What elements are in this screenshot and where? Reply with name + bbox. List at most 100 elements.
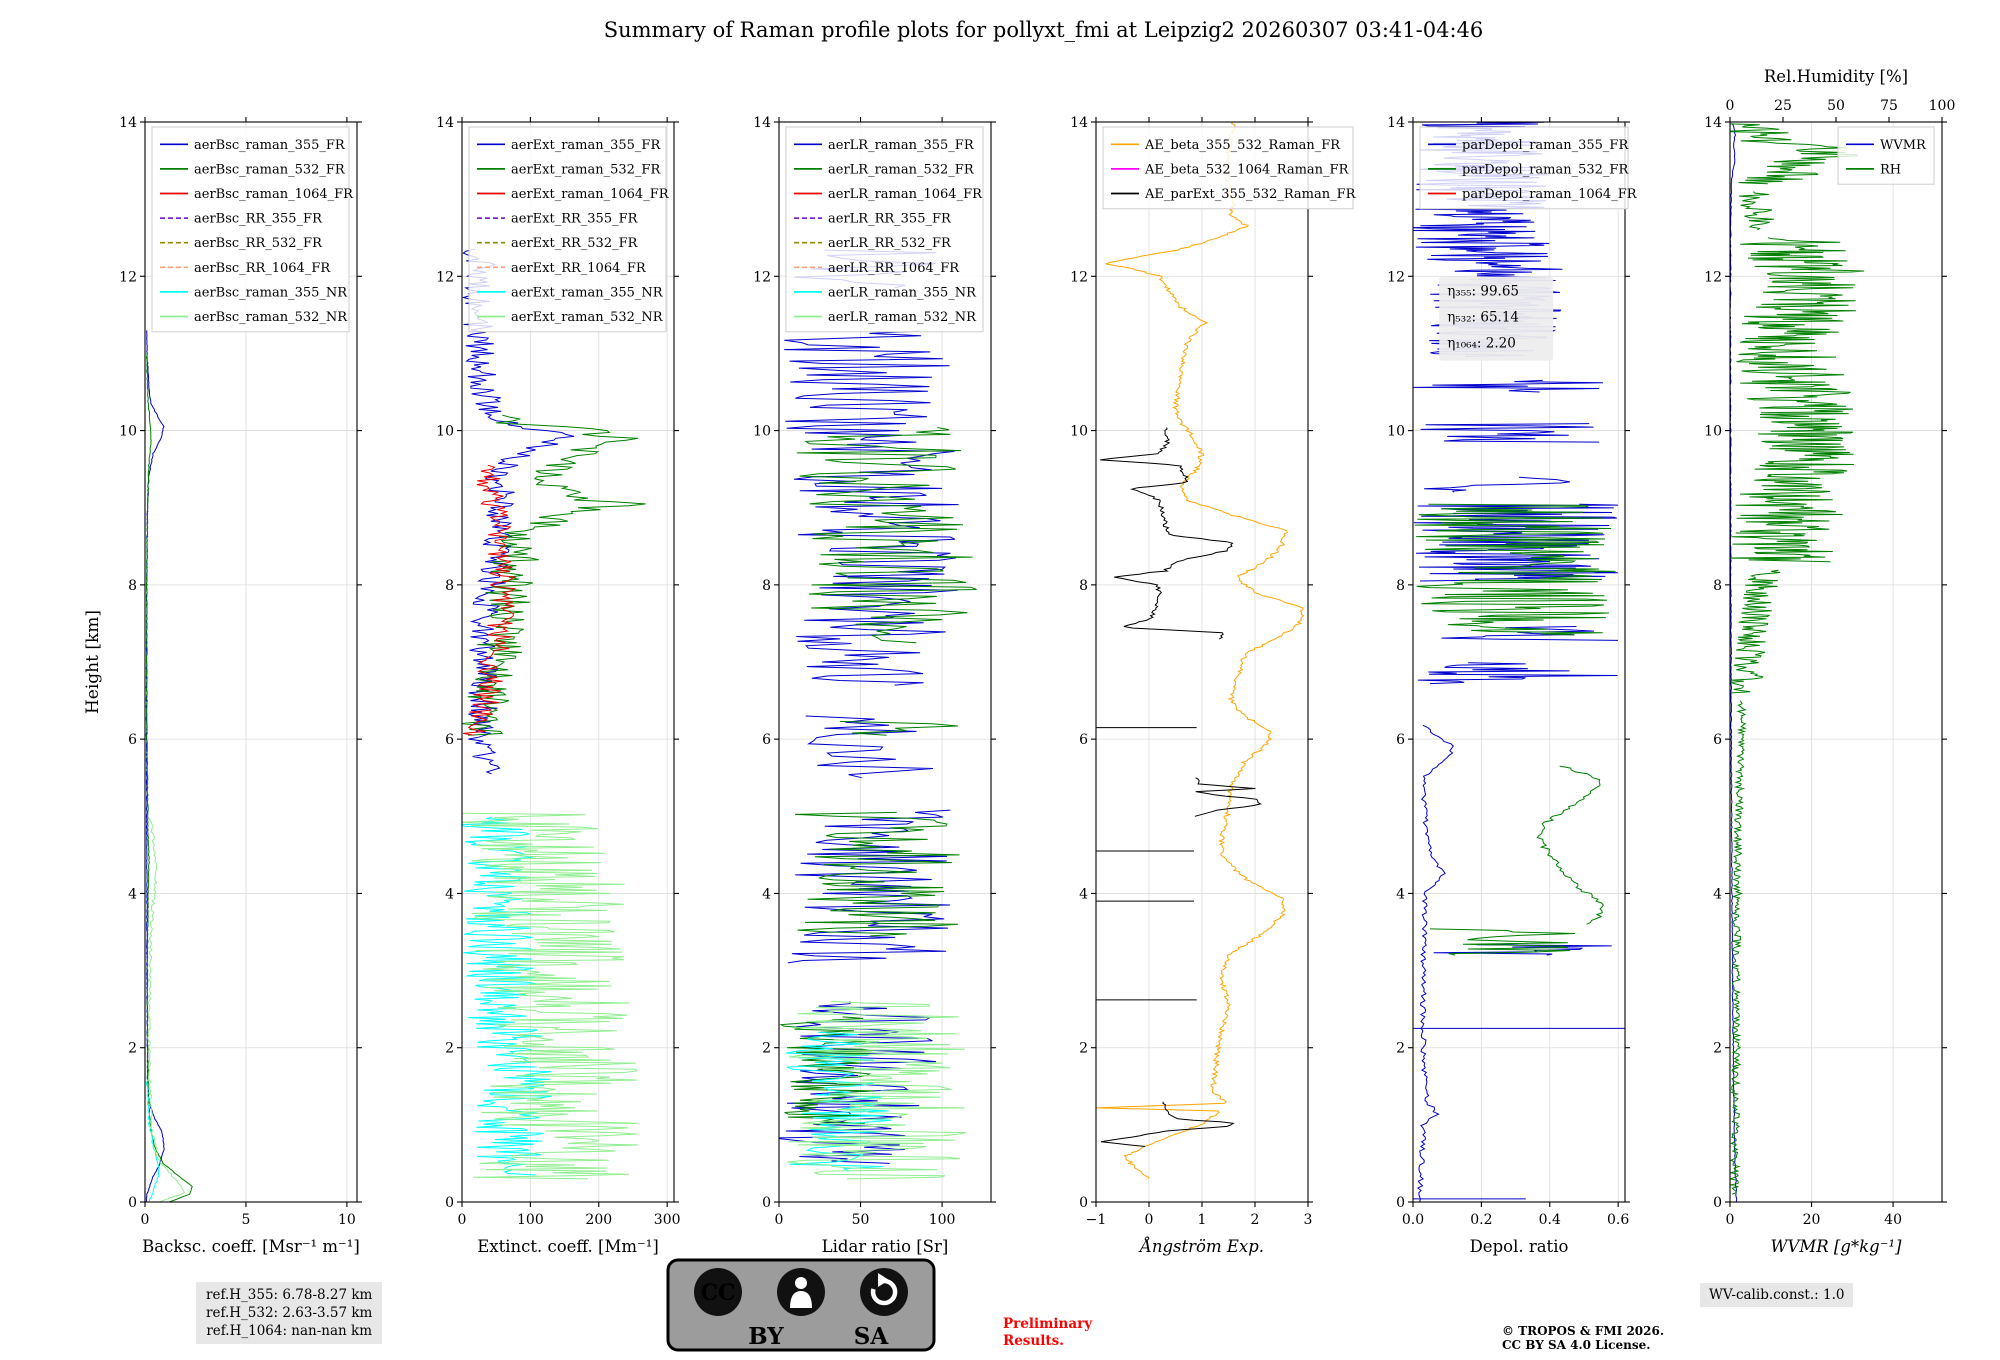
svg-text:0.6: 0.6 bbox=[1607, 1212, 1629, 1228]
series-parDepol_raman_532_FR bbox=[1430, 928, 1576, 956]
svg-text:0: 0 bbox=[1145, 1212, 1154, 1228]
svg-text:0: 0 bbox=[1079, 1195, 1088, 1211]
svg-text:aerLR_raman_355_NR: aerLR_raman_355_NR bbox=[828, 285, 977, 300]
ref-h-532: ref.H_532: 2.63-3.57 km bbox=[206, 1305, 373, 1321]
series-layer-backscatter bbox=[145, 330, 193, 1202]
svg-text:0: 0 bbox=[141, 1212, 150, 1228]
svg-text:50: 50 bbox=[1827, 98, 1845, 114]
series-RH bbox=[1730, 123, 1858, 185]
series-parDepol_raman_532_FR bbox=[1414, 503, 1616, 636]
series-AE_parExt_355_532_Raman_FR bbox=[1194, 777, 1262, 817]
share-alike-arrow bbox=[870, 1278, 898, 1306]
svg-text:100: 100 bbox=[1929, 98, 1956, 114]
svg-text:aerExt_RR_532_FR: aerExt_RR_532_FR bbox=[511, 236, 639, 251]
legend-wvmr bbox=[1837, 126, 1935, 185]
svg-text:8: 8 bbox=[1079, 578, 1088, 594]
svg-text:aerBsc_RR_1064_FR: aerBsc_RR_1064_FR bbox=[194, 261, 331, 276]
series-aerExt_raman_355_NR bbox=[462, 816, 552, 1176]
panel-depol: 0.0 0.2 0.4 0.6 0 2 4 6 8 10 12 14 Depol. ratio parDe… bbox=[1387, 115, 1638, 1256]
svg-text:12: 12 bbox=[1704, 269, 1722, 285]
svg-text:aerExt_raman_532_NR: aerExt_raman_532_NR bbox=[511, 310, 664, 325]
series-AE_beta_355_532_Raman_FR bbox=[1096, 122, 1305, 1180]
page-title: Summary of Raman profile plots for polly… bbox=[603, 18, 1484, 42]
svg-text:aerLR_RR_1064_FR: aerLR_RR_1064_FR bbox=[828, 261, 960, 276]
svg-text:10: 10 bbox=[1387, 424, 1405, 440]
svg-text:5: 5 bbox=[241, 1212, 250, 1228]
series-aerExt_raman_532_NR bbox=[462, 812, 639, 1180]
svg-text:parDepol_raman_532_FR: parDepol_raman_532_FR bbox=[1462, 162, 1629, 177]
svg-text:12: 12 bbox=[436, 269, 454, 285]
series-AE_parExt_355_532_Raman_FR bbox=[1100, 1101, 1235, 1147]
svg-text:AE_beta_532_1064_Raman_FR: AE_beta_532_1064_Raman_FR bbox=[1144, 162, 1350, 177]
cc-sa-label: SA bbox=[854, 1323, 890, 1350]
legend-lidar-ratio bbox=[785, 126, 984, 333]
svg-text:η₃₅₅: 99.65: η₃₅₅: 99.65 bbox=[1447, 284, 1519, 300]
svg-text:10: 10 bbox=[1070, 424, 1088, 440]
series-AE_parExt_355_532_Raman_FR bbox=[1100, 427, 1234, 640]
series-layer-extinction bbox=[462, 248, 646, 1180]
svg-text:aerExt_raman_1064_FR: aerExt_raman_1064_FR bbox=[511, 187, 670, 202]
svg-text:AE_beta_355_532_Raman_FR: AE_beta_355_532_Raman_FR bbox=[1144, 138, 1341, 153]
series-aerLR_raman_355_FR bbox=[805, 715, 934, 779]
wv-calib-box: WV-calib.const.: 1.0 bbox=[1700, 1283, 1854, 1307]
svg-text:aerLR_raman_355_FR: aerLR_raman_355_FR bbox=[828, 138, 975, 153]
series-aerBsc_raman_355_NR bbox=[145, 1079, 160, 1202]
x-axis-label-depol: Depol. ratio bbox=[1470, 1237, 1569, 1256]
series-layer-lidar-ratio bbox=[779, 249, 977, 1180]
svg-text:4: 4 bbox=[128, 886, 137, 902]
svg-text:aerExt_RR_1064_FR: aerExt_RR_1064_FR bbox=[511, 261, 647, 276]
svg-text:0: 0 bbox=[445, 1195, 454, 1211]
y-axis-label: Height [km] bbox=[83, 610, 103, 714]
legend-backscatter bbox=[151, 126, 350, 333]
series-layer-angstroem bbox=[1096, 122, 1305, 1180]
svg-text:aerExt_raman_532_FR: aerExt_raman_532_FR bbox=[511, 162, 661, 177]
series-WVMR bbox=[1730, 123, 1738, 1202]
copyright-line2: CC BY SA 4.0 License. bbox=[1502, 1338, 1651, 1352]
series-layer-wvmr bbox=[1730, 123, 1865, 1202]
svg-text:12: 12 bbox=[119, 269, 137, 285]
x-axis-label-wvmr: WVMR [g*kg⁻¹] bbox=[1770, 1237, 1902, 1256]
panel-backscatter: 0 5 10 0 2 4 6 8 10 12 14 Backsc. coeff. [Msr⁻¹ m⁻¹… bbox=[119, 115, 362, 1256]
svg-text:8: 8 bbox=[445, 578, 454, 594]
svg-text:aerLR_raman_532_NR: aerLR_raman_532_NR bbox=[828, 310, 977, 325]
svg-text:2: 2 bbox=[1396, 1041, 1405, 1057]
series-aerLR_raman_532_FR bbox=[794, 811, 960, 937]
svg-text:aerBsc_RR_532_FR: aerBsc_RR_532_FR bbox=[194, 236, 323, 251]
series-aerLR_raman_532_NR bbox=[787, 1000, 967, 1180]
svg-text:2: 2 bbox=[1079, 1041, 1088, 1057]
attribution-person-head bbox=[795, 1277, 807, 1289]
svg-text:0.2: 0.2 bbox=[1470, 1212, 1492, 1228]
svg-text:4: 4 bbox=[1396, 886, 1405, 902]
svg-text:0: 0 bbox=[458, 1212, 467, 1228]
svg-text:6: 6 bbox=[762, 732, 771, 748]
svg-text:8: 8 bbox=[1396, 578, 1405, 594]
preliminary-line2: Results. bbox=[1003, 1333, 1064, 1349]
series-aerExt_raman_1064_FR bbox=[463, 464, 517, 736]
svg-text:4: 4 bbox=[1713, 886, 1722, 902]
svg-text:14: 14 bbox=[119, 115, 137, 131]
cc-by-label: BY bbox=[748, 1323, 784, 1350]
svg-text:4: 4 bbox=[762, 886, 771, 902]
svg-text:12: 12 bbox=[1070, 269, 1088, 285]
svg-text:WVMR: WVMR bbox=[1880, 138, 1927, 153]
top-axis-label-wvmr: Rel.Humidity [%] bbox=[1764, 67, 1908, 86]
svg-text:aerLR_raman_1064_FR: aerLR_raman_1064_FR bbox=[828, 187, 983, 202]
svg-text:aerBsc_raman_532_FR: aerBsc_raman_532_FR bbox=[194, 162, 346, 177]
x-axis-label-backscatter: Backsc. coeff. [Msr⁻¹ m⁻¹] bbox=[142, 1237, 360, 1256]
svg-text:η₅₃₂: 65.14: η₅₃₂: 65.14 bbox=[1447, 310, 1519, 326]
series-aerBsc_raman_532_FR bbox=[145, 353, 193, 1202]
copyright-note: © TROPOS & FMI 2026. CC BY SA 4.0 Licens… bbox=[1502, 1324, 1664, 1352]
svg-text:parDepol_raman_355_FR: parDepol_raman_355_FR bbox=[1462, 138, 1629, 153]
series-parDepol_raman_355_FR bbox=[1420, 423, 1600, 443]
svg-text:0: 0 bbox=[1726, 1212, 1735, 1228]
svg-text:aerExt_raman_355_NR: aerExt_raman_355_NR bbox=[511, 285, 664, 300]
svg-text:14: 14 bbox=[753, 115, 771, 131]
series-aerLR_raman_532_FR bbox=[839, 720, 958, 736]
x-axis-label-lidar-ratio: Lidar ratio [Sr] bbox=[822, 1237, 949, 1256]
series-RH bbox=[1730, 237, 1865, 563]
cc-icon-label: CC bbox=[700, 1280, 735, 1306]
